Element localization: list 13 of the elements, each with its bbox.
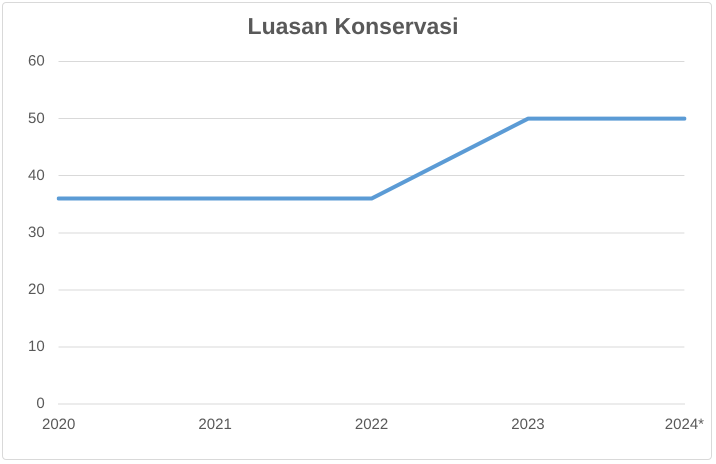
y-tick-label: 60 — [28, 52, 45, 70]
x-tick-label: 2024* — [664, 416, 704, 434]
x-tick-label: 2020 — [42, 416, 76, 434]
y-tick-label: 30 — [28, 224, 45, 241]
y-tick-label: 0 — [36, 395, 45, 412]
y-tick-label: 20 — [28, 281, 45, 298]
chart-title: Luasan Konservasi — [248, 13, 458, 40]
x-tick-label: 2022 — [354, 416, 388, 434]
x-tick-label: 2021 — [198, 416, 232, 434]
y-tick-label: 40 — [28, 166, 45, 184]
y-tick-label: 10 — [28, 338, 45, 356]
x-tick-label: 2023 — [511, 416, 545, 434]
y-tick-label: 50 — [28, 110, 45, 127]
